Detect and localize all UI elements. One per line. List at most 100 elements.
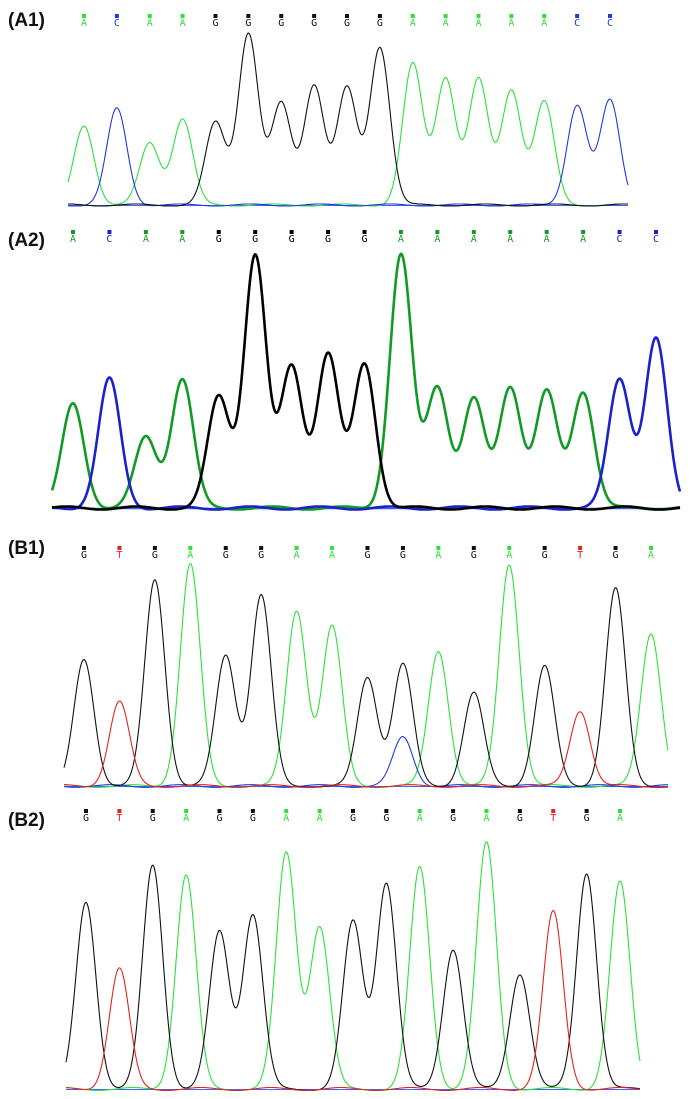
base-call-a2-14: A — [580, 234, 586, 245]
base-marker-b2-2 — [150, 809, 155, 813]
base-marker-a2-12 — [508, 230, 513, 234]
base-call-b2-16: A — [617, 813, 623, 824]
trace-a-b2 — [66, 841, 641, 1092]
base-call-a1-16: C — [607, 18, 613, 29]
trace-g-a1 — [68, 32, 628, 207]
base-call-b1-12: A — [506, 550, 512, 561]
base-call-b2-4: G — [216, 813, 222, 824]
base-marker-a1-10 — [410, 14, 415, 18]
base-marker-b1-1 — [117, 546, 122, 550]
base-call-a2-15: C — [617, 234, 623, 245]
base-call-a2-8: G — [361, 234, 367, 245]
base-call-a2-5: G — [252, 234, 258, 245]
base-marker-a2-0 — [71, 230, 75, 234]
base-marker-b2-12 — [484, 809, 489, 813]
base-call-b2-5: G — [250, 813, 256, 824]
base-call-b2-3: A — [183, 813, 189, 824]
base-call-a2-2: A — [143, 234, 149, 245]
base-marker-a2-14 — [581, 230, 586, 234]
base-marker-a2-6 — [289, 230, 294, 234]
base-marker-a1-8 — [345, 14, 349, 18]
base-call-b1-8: G — [364, 550, 370, 561]
base-marker-b2-13 — [517, 809, 522, 813]
base-marker-b2-14 — [551, 809, 556, 813]
base-marker-b2-6 — [284, 809, 289, 813]
base-call-a1-3: A — [180, 18, 186, 29]
base-call-a1-6: G — [278, 18, 284, 29]
base-marker-a2-9 — [398, 230, 403, 234]
base-call-a2-11: A — [471, 234, 477, 245]
panel-label-a1: (A1) — [8, 10, 45, 31]
base-call-a1-10: A — [410, 18, 416, 29]
base-marker-a2-2 — [143, 230, 148, 234]
base-marker-a1-9 — [377, 14, 382, 18]
base-marker-b1-11 — [471, 546, 476, 550]
base-marker-a2-8 — [362, 230, 367, 234]
base-call-a2-10: A — [434, 234, 440, 245]
base-marker-a1-4 — [213, 14, 218, 18]
base-marker-b1-0 — [82, 546, 86, 550]
base-marker-b2-4 — [217, 809, 222, 813]
base-call-b1-14: T — [577, 550, 583, 561]
base-call-b2-8: G — [350, 813, 356, 824]
trace-g-a2 — [51, 253, 681, 511]
base-marker-b1-6 — [294, 546, 299, 550]
base-call-b1-9: G — [400, 550, 406, 561]
base-marker-b2-8 — [351, 809, 355, 813]
base-marker-b1-5 — [259, 546, 264, 550]
base-call-b1-0: G — [81, 550, 87, 561]
base-marker-b2-11 — [451, 809, 456, 813]
base-marker-a2-16 — [654, 230, 658, 234]
base-marker-a2-15 — [617, 230, 622, 234]
base-call-a1-11: A — [443, 18, 449, 29]
base-call-a1-8: G — [344, 18, 350, 29]
panel-label-b2: (B2) — [8, 810, 45, 831]
panel-a1: (A1) A C A A G G G G G G A A A A A C C — [0, 0, 692, 215]
base-marker-b1-15 — [613, 546, 618, 550]
base-call-a2-1: C — [106, 234, 112, 245]
base-call-a1-0: A — [81, 18, 87, 29]
base-marker-a2-10 — [435, 230, 440, 234]
base-marker-a2-1 — [107, 230, 112, 234]
base-call-b1-13: G — [542, 550, 548, 561]
base-call-a2-16: C — [653, 234, 659, 245]
base-marker-a2-13 — [544, 230, 549, 234]
base-call-a2-12: A — [507, 234, 513, 245]
base-call-b2-2: G — [150, 813, 156, 824]
base-marker-a1-3 — [180, 14, 185, 18]
base-call-b2-13: G — [517, 813, 523, 824]
base-marker-b1-4 — [223, 546, 228, 550]
base-marker-b2-10 — [417, 809, 422, 813]
base-call-b2-1: T — [116, 813, 122, 824]
base-marker-b2-7 — [317, 809, 322, 813]
base-marker-a1-12 — [476, 14, 481, 18]
base-call-b2-10: A — [417, 813, 423, 824]
base-call-a2-3: A — [179, 234, 185, 245]
base-call-b1-7: A — [329, 550, 335, 561]
panel-b1: (B1) G T G A G G A A G G A G A G T G A — [0, 526, 692, 796]
base-marker-b1-16 — [649, 546, 653, 550]
base-call-b2-12: A — [483, 813, 489, 824]
base-marker-b2-15 — [584, 809, 589, 813]
base-marker-a2-5 — [253, 230, 258, 234]
base-call-b1-4: G — [223, 550, 229, 561]
base-marker-a1-15 — [575, 14, 580, 18]
base-marker-b1-13 — [542, 546, 547, 550]
base-marker-a1-7 — [312, 14, 317, 18]
base-call-b2-14: T — [550, 813, 556, 824]
base-call-a1-4: G — [212, 18, 218, 29]
trace-a-a2 — [50, 252, 681, 511]
base-marker-b1-14 — [578, 546, 583, 550]
base-call-b2-11: G — [450, 813, 456, 824]
base-marker-a1-5 — [246, 14, 251, 18]
trace-g-b2 — [65, 864, 641, 1092]
panel-label-b1: (B1) — [8, 538, 45, 559]
panel-label-a2: (A2) — [8, 230, 45, 251]
base-call-b1-3: A — [187, 550, 193, 561]
base-call-a2-7: G — [325, 234, 331, 245]
base-marker-a2-7 — [326, 230, 331, 234]
base-marker-b1-8 — [365, 546, 370, 550]
base-marker-b2-1 — [117, 809, 122, 813]
trace-c-b1 — [63, 736, 668, 788]
base-call-a2-6: G — [289, 234, 295, 245]
